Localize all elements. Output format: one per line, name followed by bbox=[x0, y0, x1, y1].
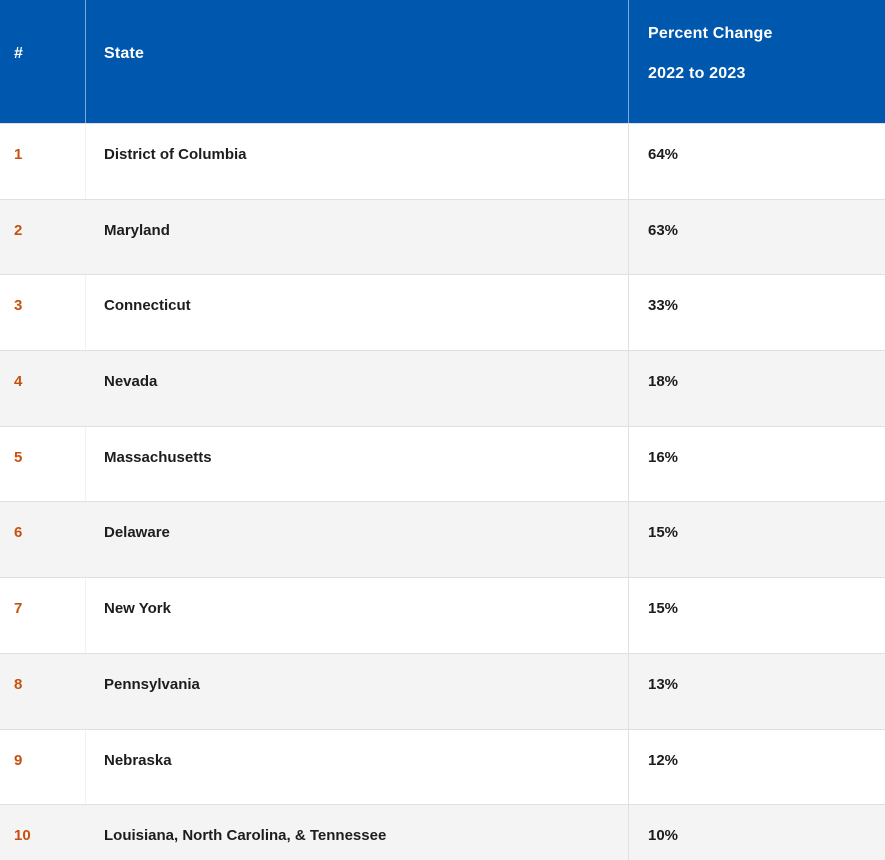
rank-cell: 4 bbox=[0, 351, 86, 426]
column-header-percent-change: Percent Change 2022 to 2023 bbox=[629, 0, 885, 123]
percent-cell: 15% bbox=[648, 600, 679, 618]
rank-cell: 10 bbox=[0, 805, 86, 860]
percent-cell: 10% bbox=[648, 827, 679, 845]
state-cell: Pennsylvania bbox=[86, 653, 629, 729]
percent-cell: 16% bbox=[648, 448, 679, 466]
table-row: 7 New York 15% bbox=[0, 577, 885, 653]
percent-cell: 33% bbox=[648, 297, 679, 315]
rank-cell: 2 bbox=[0, 199, 86, 275]
percent-change-label-line2: 2022 to 2023 bbox=[648, 64, 746, 82]
rank-cell: 3 bbox=[0, 275, 86, 351]
state-cell: Massachusetts bbox=[86, 426, 629, 502]
table-header-row: # State Percent Change 2022 to 2023 bbox=[0, 0, 885, 123]
state-cell: New York bbox=[86, 578, 629, 653]
rank-cell: 8 bbox=[0, 653, 86, 729]
table-row: 5 Massachusetts 16% bbox=[0, 425, 885, 502]
table-row: 9 Nebraska 12% bbox=[0, 728, 885, 805]
percent-cell: 64% bbox=[648, 146, 679, 163]
column-header-state: State bbox=[86, 0, 629, 123]
rank-cell: 7 bbox=[0, 578, 86, 653]
table-row: 3 Connecticut 33% bbox=[0, 274, 885, 351]
state-cell: Louisiana, North Carolina, & Tennessee bbox=[86, 805, 629, 860]
percent-cell: 12% bbox=[648, 751, 679, 769]
state-cell: Nevada bbox=[86, 351, 629, 426]
percent-cell: 15% bbox=[648, 524, 679, 542]
table-body: 1 District of Columbia 64% 2 Maryland 63… bbox=[0, 123, 885, 860]
rank-cell: 5 bbox=[0, 426, 86, 502]
state-cell: District of Columbia bbox=[86, 124, 629, 199]
state-cell: Connecticut bbox=[86, 275, 629, 351]
table-row: 1 District of Columbia 64% bbox=[0, 123, 885, 199]
rank-cell: 1 bbox=[0, 124, 86, 199]
table-row: 6 Delaware 15% bbox=[0, 501, 885, 578]
state-cell: Delaware bbox=[86, 502, 629, 578]
percent-cell: 13% bbox=[648, 675, 679, 693]
table-row: 8 Pennsylvania 13% bbox=[0, 652, 885, 729]
table-row: 4 Nevada 18% bbox=[0, 350, 885, 426]
table-row: 2 Maryland 63% bbox=[0, 198, 885, 275]
rank-cell: 6 bbox=[0, 502, 86, 578]
percent-cell: 18% bbox=[648, 373, 679, 391]
table-row: 10 Louisiana, North Carolina, & Tennesse… bbox=[0, 804, 885, 860]
state-cell: Maryland bbox=[86, 199, 629, 275]
rank-cell: 9 bbox=[0, 729, 86, 805]
percent-cell: 63% bbox=[648, 221, 679, 239]
percent-change-label-line1: Percent Change bbox=[648, 24, 773, 42]
column-header-rank: # bbox=[0, 0, 86, 123]
state-cell: Nebraska bbox=[86, 729, 629, 805]
